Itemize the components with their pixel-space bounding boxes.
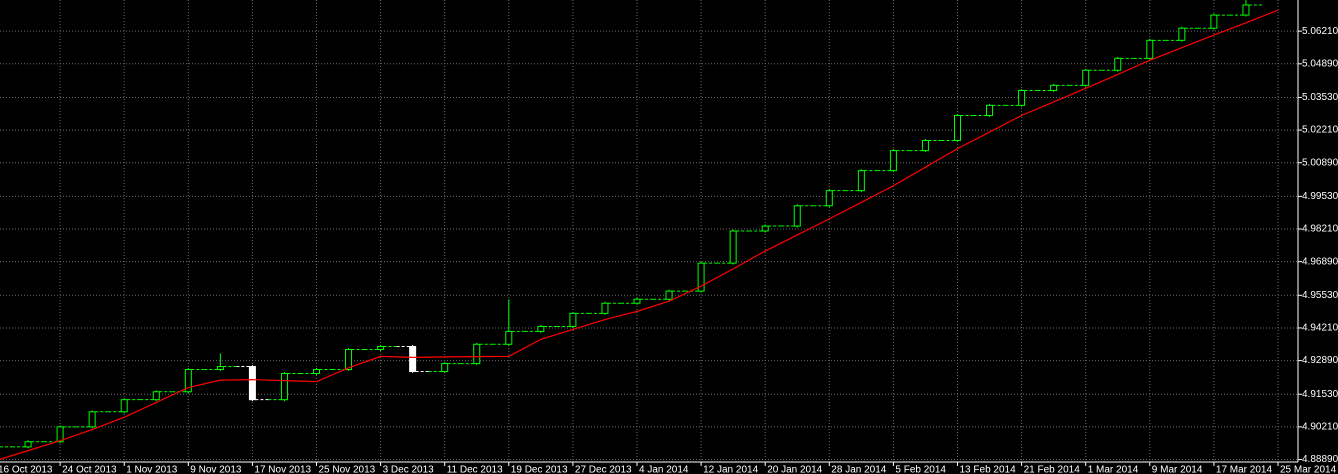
- y-tick-label: 4.91530: [1302, 389, 1338, 400]
- y-tick-label: 4.95530: [1302, 290, 1338, 301]
- x-tick-label: 12 Jan 2014: [703, 465, 758, 474]
- candle-body: [88, 411, 96, 428]
- candle-body: [473, 343, 481, 365]
- candle-body: [569, 312, 577, 327]
- candle-body: [857, 170, 865, 192]
- x-tick-label: 1 Nov 2013: [126, 465, 178, 474]
- y-tick-label: 4.94210: [1302, 323, 1338, 334]
- x-tick-label: 9 Nov 2013: [190, 465, 242, 474]
- candle-body: [120, 399, 128, 413]
- x-tick-label: 20 Jan 2014: [767, 465, 822, 474]
- candle-body: [1114, 57, 1122, 71]
- candle-body: [248, 366, 256, 401]
- x-tick-label: 17 Mar 2014: [1216, 465, 1273, 474]
- candle-body: [665, 290, 673, 300]
- x-tick-label: 16 Oct 2013: [0, 465, 53, 474]
- candle-body: [633, 298, 641, 304]
- x-tick-label: 1 Mar 2014: [1088, 465, 1139, 474]
- candle-body: [441, 363, 449, 372]
- candle-body: [601, 302, 609, 314]
- candle-body: [152, 391, 160, 401]
- x-tick-label: 21 Feb 2014: [1024, 465, 1081, 474]
- y-tick-label: 4.99530: [1302, 191, 1338, 202]
- candle-body: [24, 441, 32, 448]
- candle-body: [889, 150, 897, 172]
- y-tick-label: 4.88890: [1302, 454, 1338, 465]
- x-tick-label: 19 Dec 2013: [511, 465, 568, 474]
- candle-body: [409, 346, 417, 372]
- candle-body: [986, 104, 994, 116]
- candle-body: [793, 205, 801, 227]
- candle-body: [1146, 39, 1154, 59]
- candle-body: [1178, 27, 1186, 41]
- candle-body: [1210, 14, 1218, 29]
- candle-body: [921, 139, 929, 152]
- x-tick-label: 28 Jan 2014: [831, 465, 886, 474]
- y-tick-label: 5.06210: [1302, 26, 1338, 37]
- x-tick-label: 17 Nov 2013: [254, 465, 311, 474]
- moving-average: [0, 9, 1279, 460]
- candle-body: [697, 262, 705, 292]
- x-tick-label: 24 Oct 2013: [62, 465, 117, 474]
- candle-body: [377, 346, 385, 350]
- candle-body: [825, 190, 833, 207]
- y-tick-label: 4.92890: [1302, 355, 1338, 366]
- candle-body: [761, 225, 769, 232]
- y-tick-label: 4.96890: [1302, 256, 1338, 267]
- y-tick-label: 5.00890: [1302, 157, 1338, 168]
- candle-body: [345, 348, 353, 371]
- y-tick-label: 4.90210: [1302, 422, 1338, 433]
- x-tick-label: 9 Mar 2014: [1152, 465, 1203, 474]
- y-tick-label: 4.98210: [1302, 224, 1338, 235]
- x-tick-label: 13 Feb 2014: [960, 465, 1017, 474]
- candle-body: [1242, 4, 1250, 16]
- x-tick-label: 5 Feb 2014: [895, 465, 946, 474]
- x-tick-label: 27 Dec 2013: [575, 465, 632, 474]
- candle-body: [56, 426, 64, 443]
- x-tick-label: 25 Nov 2013: [319, 465, 376, 474]
- y-tick-label: 5.04890: [1302, 58, 1338, 69]
- candle-body: [280, 372, 288, 401]
- candle-body: [954, 115, 961, 141]
- candle-body: [184, 369, 192, 393]
- candle-body: [216, 366, 224, 371]
- candle-body: [729, 230, 737, 264]
- candle-body: [505, 330, 513, 345]
- candle-body: [537, 325, 545, 332]
- candle-body: [1018, 90, 1026, 106]
- x-tick-label: 3 Dec 2013: [383, 465, 435, 474]
- candle-body: [1082, 69, 1090, 86]
- candle-body: [1050, 84, 1058, 92]
- y-tick-label: 5.03530: [1302, 92, 1338, 103]
- y-tick-label: 5.02210: [1302, 125, 1338, 136]
- x-tick-label: 4 Jan 2014: [639, 465, 689, 474]
- candle-body: [313, 369, 320, 374]
- x-tick-label: 11 Dec 2013: [447, 465, 503, 474]
- x-tick-label: 25 Mar 2014: [1280, 465, 1337, 474]
